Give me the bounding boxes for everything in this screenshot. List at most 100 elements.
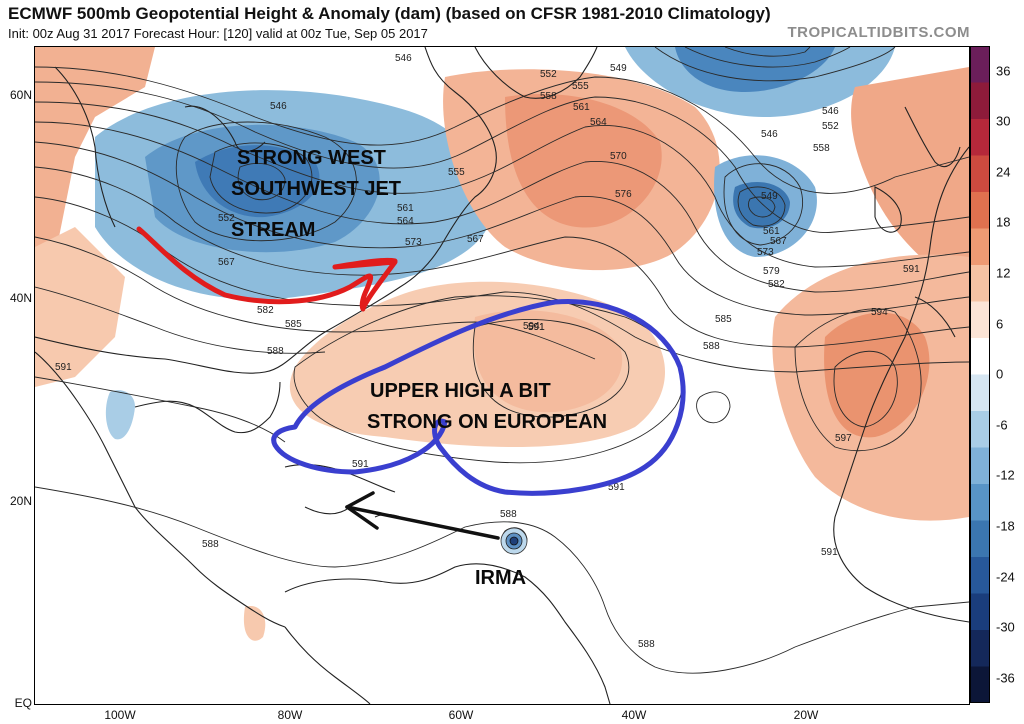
contour-label: 591 <box>528 322 545 333</box>
contour-label: 561 <box>397 203 414 214</box>
contour-label: 552 <box>218 213 235 224</box>
colorbar-label: -36 <box>996 670 1015 686</box>
colorbar-swatch <box>970 557 990 594</box>
colorbar-swatch <box>970 338 990 375</box>
contour-label: 552 <box>540 69 557 80</box>
contour-label: 588 <box>267 346 284 357</box>
contour-label: 588 <box>500 509 517 520</box>
colorbar-label: 0 <box>996 366 1004 382</box>
contour-label: 576 <box>615 189 632 200</box>
contour-label: 591 <box>903 264 920 275</box>
contour-label: 588 <box>638 639 655 650</box>
annotation-high-line2: STRONG ON EUROPEAN <box>367 411 607 433</box>
colorbar-label: 18 <box>996 214 1011 230</box>
lat-label: 20N <box>9 494 32 508</box>
anomaly-shading <box>35 47 969 641</box>
colorbar-label: -18 <box>996 518 1015 534</box>
map-canvas: 546 549 552 555 558 561 564 570 576 546 … <box>35 47 969 704</box>
lon-label: 40W <box>621 708 647 722</box>
colorbar-swatch <box>970 630 990 667</box>
colorbar-swatch <box>970 228 990 266</box>
contour-label: 585 <box>285 319 302 330</box>
colorbar-label: 24 <box>996 164 1011 180</box>
contour-label: 567 <box>218 257 235 268</box>
colorbar-swatch <box>970 82 990 120</box>
contour-label: 564 <box>397 216 414 227</box>
contour-label: 558 <box>540 91 557 102</box>
contour-label: 546 <box>822 106 839 117</box>
annotation-jet-line2: SOUTHWEST JET <box>231 178 401 200</box>
contour-label-group: 546 549 552 555 558 561 564 570 576 546 … <box>55 53 920 650</box>
colorbar-label: 36 <box>996 63 1011 79</box>
colorbar-swatch <box>970 155 990 193</box>
contour-label: 588 <box>703 341 720 352</box>
colorbar-swatch <box>970 265 990 302</box>
annotation-high-group: UPPER HIGH A BIT STRONG ON EUROPEAN <box>271 298 686 496</box>
contour-label: 582 <box>257 305 274 316</box>
lat-label: EQ <box>14 696 32 710</box>
contour-label: 546 <box>270 101 287 112</box>
contour-label: 546 <box>761 129 778 140</box>
storm-track-arrow <box>345 505 500 540</box>
annotation-high-line1: UPPER HIGH A BIT <box>370 380 551 402</box>
map-subtitle: Init: 00z Aug 31 2017 Forecast Hour: [12… <box>8 26 428 41</box>
lon-label: 20W <box>793 708 819 722</box>
lat-label: 40N <box>9 291 32 305</box>
contour-label: 549 <box>761 191 778 202</box>
annotation-jet-line1: STRONG WEST <box>237 147 386 169</box>
colorbar-border <box>970 46 990 703</box>
annotation-storm-group: IRMA <box>345 491 526 589</box>
contour-label: 591 <box>528 322 545 333</box>
colorbar-label: -24 <box>996 569 1015 585</box>
contour-label: 555 <box>448 167 465 178</box>
colorbar-swatch <box>970 301 990 339</box>
colorbar-label: 6 <box>996 316 1004 332</box>
colorbar-label: 30 <box>996 113 1011 129</box>
high-outline <box>271 298 686 496</box>
contour-label: 570 <box>610 151 627 162</box>
contour-label: 546 <box>395 53 412 64</box>
colorbar-swatch <box>970 484 990 521</box>
colorbar-swatch <box>970 411 990 448</box>
colorbar-swatch <box>970 46 990 83</box>
contour-label: 585 <box>715 314 732 325</box>
map-title: ECMWF 500mb Geopotential Height & Anomal… <box>8 4 771 23</box>
contour-label: 591 <box>55 362 72 373</box>
contour-label: 552 <box>822 121 839 132</box>
contour-label: 573 <box>757 247 774 258</box>
hurricane-icon <box>500 527 528 555</box>
colorbar-swatch <box>970 192 990 229</box>
colorbar-swatch <box>970 593 990 631</box>
contour-label: 579 <box>763 266 780 277</box>
contour-label: 594 <box>871 307 888 318</box>
annotation-jet-line3: STREAM <box>231 219 315 241</box>
lon-label: 80W <box>277 708 303 722</box>
annotation-jet-group: STRONG WEST SOUTHWEST JET STREAM <box>136 147 401 312</box>
jet-arrow <box>136 226 398 312</box>
colorbar-label: -6 <box>996 417 1008 433</box>
lat-label: 60N <box>9 88 32 102</box>
contour-label: 573 <box>405 237 422 248</box>
contour-label: 567 <box>770 236 787 247</box>
colorbar-swatch <box>970 374 990 412</box>
map-frame: 546 549 552 555 558 561 564 570 576 546 … <box>34 46 970 705</box>
lon-label: 100W <box>104 708 136 722</box>
contour-label: 561 <box>573 102 590 113</box>
colorbar-swatch <box>970 666 990 703</box>
contour-label: 561 <box>763 226 780 237</box>
colorbar-swatch <box>970 520 990 558</box>
contour-label: 591 <box>821 547 838 558</box>
contour-label: 597 <box>835 433 852 444</box>
site-watermark: TROPICALTIDBITS.COM <box>787 24 970 41</box>
colorbar-swatch <box>970 447 990 485</box>
contour-label: 594 <box>523 321 540 332</box>
colorbar <box>970 46 990 703</box>
contour-label: 564 <box>590 117 607 128</box>
contour-label: 591 <box>608 482 625 493</box>
contour-label: 549 <box>610 63 627 74</box>
colorbar-label: 12 <box>996 265 1011 281</box>
colorbar-label: -12 <box>996 467 1015 483</box>
contour-label: 567 <box>467 234 484 245</box>
contour-label: 588 <box>202 539 219 550</box>
coastlines <box>35 47 969 704</box>
